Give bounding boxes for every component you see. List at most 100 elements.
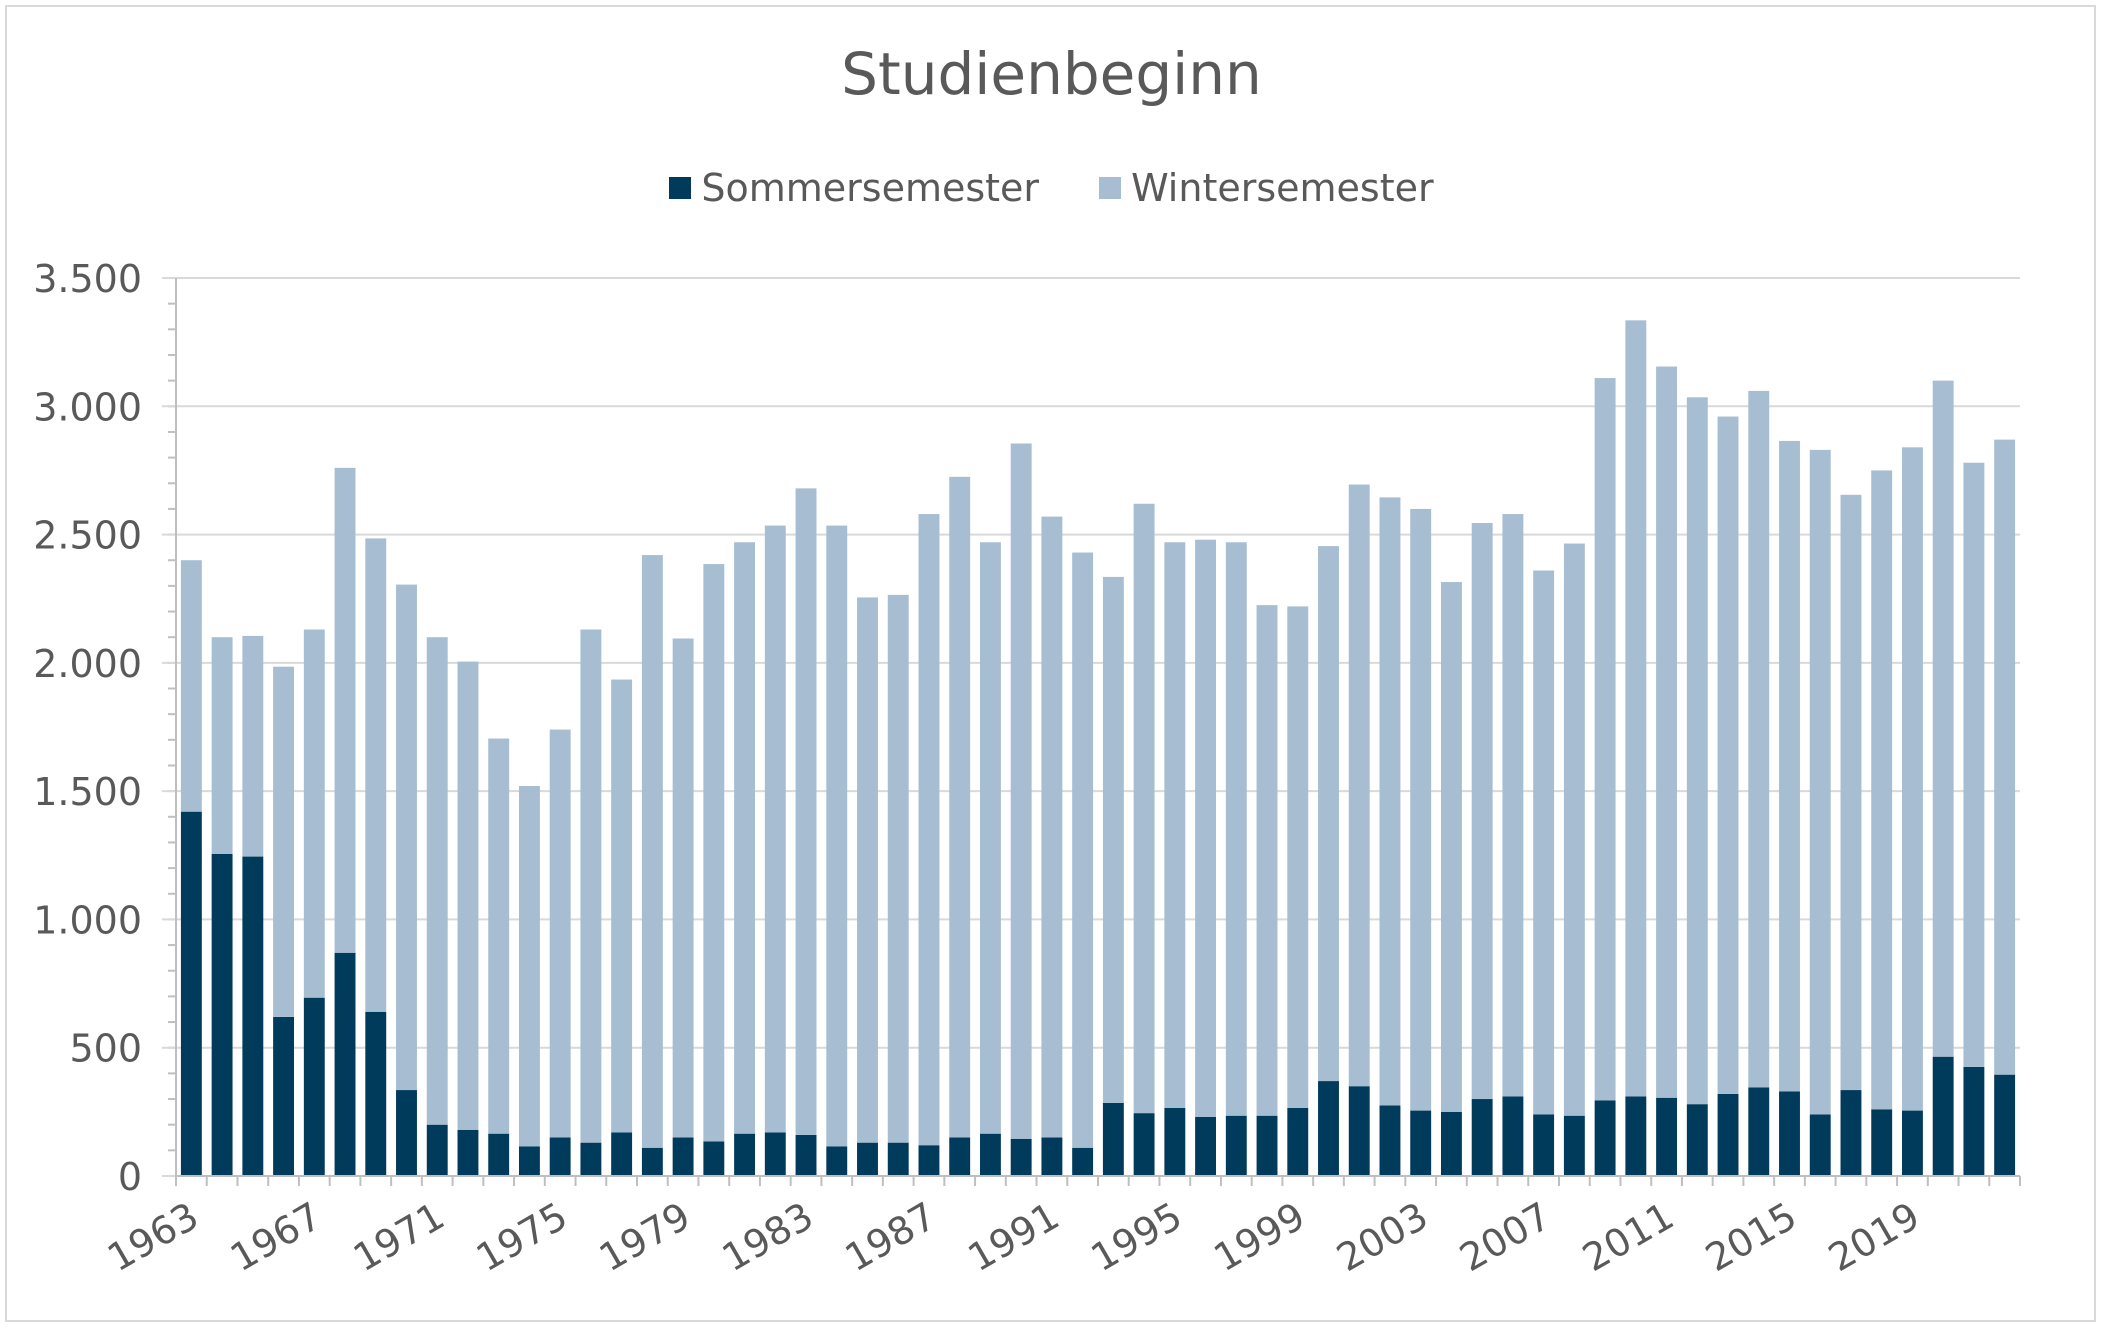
bar-wintersemester bbox=[1932, 380, 1954, 1057]
bar-wintersemester bbox=[611, 679, 633, 1133]
bar-sommersemester bbox=[1809, 1114, 1831, 1176]
bar-sommersemester bbox=[1348, 1086, 1370, 1176]
bar-wintersemester bbox=[1041, 516, 1063, 1138]
x-tick-label: 1975 bbox=[469, 1194, 575, 1280]
bar-sommersemester bbox=[180, 811, 202, 1176]
bar-sommersemester bbox=[918, 1145, 940, 1176]
bar-sommersemester bbox=[1440, 1111, 1462, 1176]
bar-wintersemester bbox=[580, 629, 602, 1143]
x-tick-label: 2015 bbox=[1698, 1194, 1804, 1280]
bar-sommersemester bbox=[396, 1090, 417, 1176]
bar-sommersemester bbox=[672, 1137, 694, 1176]
bar-wintersemester bbox=[1010, 443, 1032, 1139]
bar-wintersemester bbox=[365, 538, 387, 1012]
bar-sommersemester bbox=[1072, 1147, 1094, 1176]
bar-wintersemester bbox=[764, 525, 786, 1133]
legend-label-sommersemester: Sommersemester bbox=[701, 166, 1040, 210]
bar-sommersemester bbox=[1041, 1137, 1063, 1176]
bar-wintersemester bbox=[1318, 546, 1339, 1082]
bar-sommersemester bbox=[764, 1132, 786, 1176]
bar-sommersemester bbox=[1533, 1114, 1555, 1176]
bar-wintersemester bbox=[1625, 320, 1647, 1097]
x-tick-label: 1963 bbox=[100, 1194, 206, 1280]
bar-wintersemester bbox=[457, 661, 479, 1130]
bar-wintersemester bbox=[1994, 439, 2016, 1075]
legend-item-wintersemester: Wintersemester bbox=[1099, 166, 1434, 210]
y-tick-label: 3.500 bbox=[33, 257, 142, 301]
y-tick-label: 2.500 bbox=[33, 514, 142, 558]
bar-wintersemester bbox=[1256, 605, 1278, 1116]
bar-wintersemester bbox=[979, 542, 1001, 1134]
bar-sommersemester bbox=[887, 1142, 909, 1176]
bar-wintersemester bbox=[273, 666, 295, 1017]
bar-sommersemester bbox=[1840, 1090, 1862, 1176]
bar-sommersemester bbox=[641, 1147, 663, 1176]
y-tick-label: 2.000 bbox=[33, 642, 142, 686]
bar-sommersemester bbox=[1901, 1110, 1923, 1176]
bar-wintersemester bbox=[703, 564, 725, 1142]
x-tick-label: 2011 bbox=[1575, 1194, 1681, 1280]
y-tick-label: 500 bbox=[69, 1027, 142, 1071]
bar-sommersemester bbox=[1225, 1115, 1247, 1176]
bar-wintersemester bbox=[211, 637, 233, 855]
bar-sommersemester bbox=[1471, 1099, 1493, 1176]
bar-wintersemester bbox=[518, 786, 540, 1147]
bar-sommersemester bbox=[1010, 1138, 1032, 1176]
bar-wintersemester bbox=[1225, 542, 1247, 1116]
bar-wintersemester bbox=[1871, 470, 1893, 1110]
x-tick-label: 2007 bbox=[1452, 1194, 1558, 1280]
bar-wintersemester bbox=[672, 638, 694, 1138]
bar-wintersemester bbox=[918, 514, 940, 1146]
chart-legend: Sommersemester Wintersemester bbox=[0, 162, 2103, 214]
bar-sommersemester bbox=[1994, 1074, 2016, 1176]
bar-sommersemester bbox=[580, 1142, 602, 1176]
bar-sommersemester bbox=[1318, 1081, 1339, 1176]
bar-wintersemester bbox=[1901, 447, 1923, 1111]
bar-sommersemester bbox=[303, 997, 325, 1176]
bar-wintersemester bbox=[1840, 494, 1862, 1091]
bar-sommersemester bbox=[703, 1141, 725, 1176]
bar-wintersemester bbox=[1133, 503, 1155, 1114]
bar-wintersemester bbox=[1717, 416, 1739, 1094]
bar-sommersemester bbox=[1379, 1105, 1401, 1176]
bar-sommersemester bbox=[1594, 1100, 1616, 1176]
legend-item-sommersemester: Sommersemester bbox=[669, 166, 1039, 210]
bar-wintersemester bbox=[1102, 576, 1124, 1103]
bar-sommersemester bbox=[611, 1132, 633, 1176]
bar-sommersemester bbox=[1410, 1110, 1432, 1176]
bar-sommersemester bbox=[1502, 1096, 1524, 1176]
chart-title: Studienbeginn bbox=[841, 40, 1262, 108]
x-tick-label: 1979 bbox=[592, 1194, 698, 1280]
bar-sommersemester bbox=[1932, 1056, 1954, 1176]
bar-wintersemester bbox=[734, 542, 756, 1134]
x-tick-label: 2019 bbox=[1821, 1194, 1927, 1280]
bar-wintersemester bbox=[949, 476, 971, 1138]
bar-sommersemester bbox=[334, 952, 356, 1176]
bar-sommersemester bbox=[1748, 1087, 1770, 1176]
bar-sommersemester bbox=[1963, 1066, 1985, 1176]
bar-wintersemester bbox=[1594, 378, 1616, 1101]
bar-sommersemester bbox=[1871, 1109, 1893, 1176]
y-tick-label: 1.000 bbox=[33, 898, 142, 942]
bar-sommersemester bbox=[273, 1016, 295, 1176]
bar-wintersemester bbox=[549, 729, 571, 1138]
y-tick-label: 0 bbox=[118, 1155, 142, 1199]
bar-sommersemester bbox=[211, 854, 233, 1176]
bar-wintersemester bbox=[180, 560, 202, 812]
bar-sommersemester bbox=[795, 1134, 817, 1176]
bar-sommersemester bbox=[1102, 1102, 1124, 1176]
bar-wintersemester bbox=[1287, 606, 1309, 1109]
x-tick-label: 1967 bbox=[223, 1194, 329, 1280]
bar-wintersemester bbox=[1686, 397, 1708, 1105]
bar-wintersemester bbox=[396, 584, 417, 1091]
bar-sommersemester bbox=[1625, 1096, 1647, 1176]
bar-sommersemester bbox=[1779, 1091, 1800, 1176]
legend-label-wintersemester: Wintersemester bbox=[1131, 166, 1434, 210]
bar-wintersemester bbox=[303, 629, 325, 998]
y-tick-label: 1.500 bbox=[33, 770, 142, 814]
bar-wintersemester bbox=[641, 555, 663, 1148]
bar-wintersemester bbox=[1748, 390, 1770, 1088]
bar-wintersemester bbox=[1164, 542, 1186, 1109]
bar-sommersemester bbox=[518, 1146, 540, 1176]
